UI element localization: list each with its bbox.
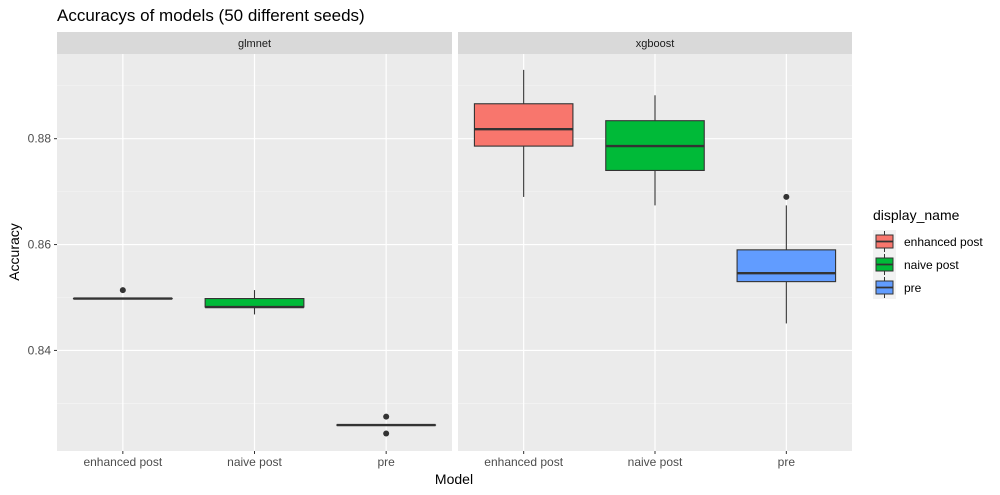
- y-tick-label: 0.86: [28, 238, 52, 252]
- facet-strip-label: glmnet: [238, 38, 271, 50]
- chart-title: Accuracys of models (50 different seeds): [57, 6, 365, 25]
- legend-label: enhanced post: [904, 235, 983, 249]
- outlier-point: [383, 430, 390, 437]
- panel-grid: [57, 54, 452, 451]
- box-pre: [736, 193, 837, 324]
- panel-boxes: [473, 69, 837, 324]
- legend-label: pre: [904, 281, 922, 295]
- legend-entry: naive post: [873, 253, 959, 276]
- legend-entry: enhanced post: [873, 230, 983, 253]
- y-axis-title: Accuracy: [6, 223, 22, 281]
- box-iqr: [736, 249, 837, 283]
- x-axis-title: Model: [435, 471, 473, 487]
- facet-panel-xgboost: xgboost: [458, 32, 852, 451]
- outlier-point: [783, 193, 790, 200]
- box-naive-post: [204, 290, 305, 315]
- facet-strip: [458, 32, 852, 54]
- y-tick-label: 0.84: [28, 343, 52, 357]
- x-axis: enhanced post naive post pre enhanced post n…: [83, 451, 795, 469]
- x-tick-label: pre: [377, 455, 395, 469]
- outlier-point: [119, 287, 126, 294]
- facet-strip: [57, 32, 452, 54]
- x-tick-label: enhanced post: [484, 455, 563, 469]
- box-iqr: [473, 103, 574, 147]
- y-tick-label: 0.88: [28, 132, 52, 146]
- box-naive-post: [605, 95, 705, 206]
- facet-panel-glmnet: glmnet: [57, 32, 452, 451]
- facet-strip-label: xgboost: [636, 38, 675, 50]
- box-enhanced-post: [72, 287, 173, 300]
- box-iqr: [204, 298, 305, 308]
- panel-boxes: [72, 287, 437, 437]
- x-tick-label: naive post: [227, 455, 282, 469]
- legend-title: display_name: [873, 207, 960, 223]
- outlier-point: [383, 413, 390, 420]
- legend: display_name enhanced post naive post pre: [873, 207, 983, 299]
- box-enhanced-post: [473, 69, 574, 197]
- box-pre: [336, 413, 437, 437]
- legend-entry: pre: [873, 276, 922, 299]
- legend-label: naive post: [904, 258, 959, 272]
- y-axis: 0.84 0.86 0.88: [28, 132, 57, 357]
- x-tick-label: enhanced post: [83, 455, 162, 469]
- x-tick-label: naive post: [628, 455, 683, 469]
- x-tick-label: pre: [778, 455, 796, 469]
